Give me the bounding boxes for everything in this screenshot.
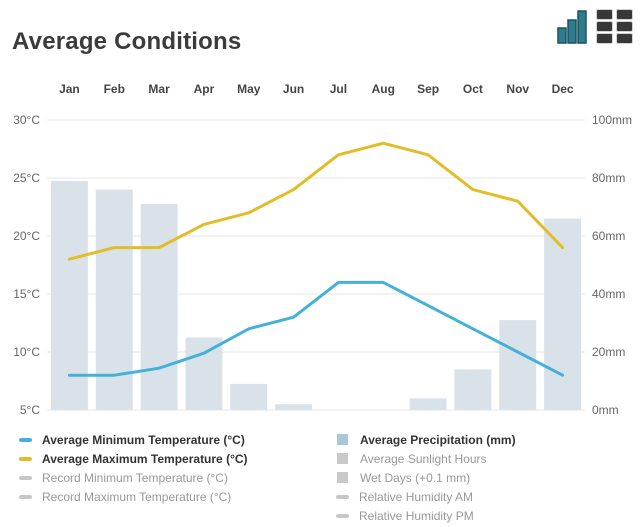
precipitation-bar[interactable]	[50, 180, 88, 410]
legend-line-marker	[19, 475, 32, 480]
legend-item-label: Record Minimum Temperature (°C)	[42, 470, 228, 485]
month-label: Aug	[372, 82, 395, 96]
legend-item-label: Record Maximum Temperature (°C)	[42, 489, 232, 504]
legend-item-label: Average Sunlight Hours	[360, 451, 487, 466]
legend-item-label: Wet Days (+0.1 mm)	[360, 470, 471, 485]
precipitation-bar[interactable]	[409, 398, 447, 410]
min-temperature-line[interactable]	[67, 280, 565, 377]
legend-item[interactable]: Relative Humidity AM	[336, 487, 516, 506]
max-temperature-line[interactable]	[67, 141, 565, 261]
legend-temperature-column: Average Minimum Temperature (°C) Average …	[19, 430, 248, 506]
legend-item[interactable]: Wet Days (+0.1 mm)	[336, 468, 516, 487]
legend-square-marker	[337, 453, 348, 464]
legend-square-marker	[337, 434, 348, 445]
legend-line-marker	[19, 437, 32, 442]
precipitation-bar[interactable]	[230, 383, 268, 410]
right-axis-tick-label: 60mm	[592, 229, 625, 243]
month-label: Jun	[283, 82, 304, 96]
page-title: Average Conditions	[12, 28, 242, 55]
legend-line-marker	[336, 513, 349, 518]
legend-item[interactable]: Average Minimum Temperature (°C)	[19, 430, 248, 449]
month-label: Feb	[104, 82, 125, 96]
month-label: Jan	[59, 82, 80, 96]
legend-item-label: Average Maximum Temperature (°C)	[42, 451, 248, 466]
precipitation-bar[interactable]	[499, 320, 537, 410]
month-label: Sep	[417, 82, 439, 96]
legend-line-marker	[19, 494, 32, 499]
legend-line-marker	[336, 494, 349, 499]
legend-item[interactable]: Record Minimum Temperature (°C)	[19, 468, 248, 487]
precipitation-bar[interactable]	[454, 369, 492, 410]
precipitation-bar[interactable]	[544, 218, 582, 410]
left-axis-tick-label: 10°C	[13, 345, 40, 359]
precipitation-bar[interactable]	[140, 204, 178, 410]
right-axis-tick-label: 20mm	[592, 345, 625, 359]
legend-item[interactable]: Average Precipitation (mm)	[336, 430, 516, 449]
precipitation-bar[interactable]	[95, 189, 133, 410]
legend-item-label: Relative Humidity PM	[359, 508, 474, 523]
month-label: Jul	[330, 82, 347, 96]
chart-legend: Average Minimum Temperature (°C) Average …	[0, 430, 644, 527]
precipitation-bar[interactable]	[185, 337, 223, 411]
legend-square-marker	[337, 472, 348, 483]
table-grid-icon[interactable]	[596, 9, 634, 44]
legend-item[interactable]: Record Maximum Temperature (°C)	[19, 487, 248, 506]
bar-chart-icon[interactable]	[557, 10, 587, 44]
legend-precipitation-column: Average Precipitation (mm) Average Sunlig…	[336, 430, 516, 525]
month-label: Mar	[148, 82, 170, 96]
right-axis-tick-label: 40mm	[592, 287, 625, 301]
month-label: May	[237, 82, 261, 96]
left-axis-tick-label: 20°C	[13, 229, 40, 243]
legend-item[interactable]: Average Sunlight Hours	[336, 449, 516, 468]
legend-item-label: Relative Humidity AM	[359, 489, 474, 504]
right-axis-tick-label: 80mm	[592, 171, 625, 185]
legend-item-label: Average Precipitation (mm)	[360, 432, 516, 447]
legend-item[interactable]: Average Maximum Temperature (°C)	[19, 449, 248, 468]
legend-item[interactable]: Relative Humidity PM	[336, 506, 516, 525]
precipitation-bar[interactable]	[275, 404, 313, 410]
month-label: Apr	[194, 82, 215, 96]
left-axis-tick-label: 30°C	[13, 113, 40, 127]
month-label: Oct	[463, 82, 483, 96]
right-axis-tick-label: 100mm	[592, 113, 632, 127]
left-axis-tick-label: 5°C	[20, 403, 40, 417]
legend-line-marker	[19, 456, 32, 461]
month-label: Dec	[552, 82, 574, 96]
month-label: Nov	[506, 82, 529, 96]
view-toggle-toolbar	[557, 9, 634, 44]
right-axis-tick-label: 0mm	[592, 403, 619, 417]
left-axis-tick-label: 15°C	[13, 287, 40, 301]
legend-item-label: Average Minimum Temperature (°C)	[42, 432, 245, 447]
climate-chart: 30°C 100mm 25°C 80mm 20°C 60mm 15°C 40mm 10°C 20m…	[13, 82, 632, 417]
left-axis-tick-label: 25°C	[13, 171, 40, 185]
